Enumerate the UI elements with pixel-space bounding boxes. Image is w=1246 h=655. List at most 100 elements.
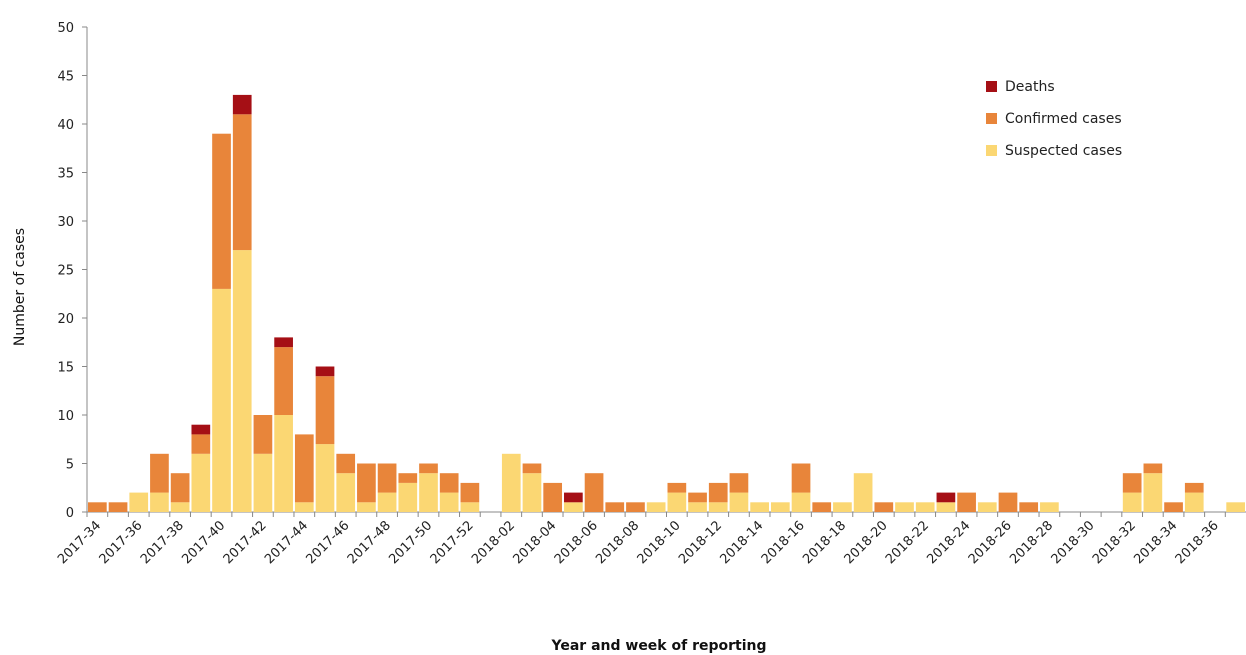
bar-confirmed-cases [150,453,169,493]
bars [88,94,1245,512]
bar-suspected-cases [729,492,749,512]
y-tick-label: 45 [57,70,74,85]
bar-suspected-cases [1143,473,1163,512]
bar-confirmed-cases [957,492,976,512]
x-tick-label: 2017-36 [97,518,146,567]
x-tick-label: 2017-38 [138,518,187,567]
bar-suspected-cases [501,453,521,512]
x-tick-label: 2017-42 [221,518,270,567]
y-tick-label: 30 [57,215,74,230]
x-tick-label: 2018-18 [800,518,849,567]
bar-suspected-cases [936,502,956,512]
bar-confirmed-cases [688,492,707,503]
x-tick-label: 2018-34 [1131,518,1180,567]
bar-confirmed-cases [1143,463,1163,474]
bar-suspected-cases [170,502,190,512]
bar-suspected-cases [750,502,769,512]
bar-suspected-cases [1226,502,1245,512]
x-tick-label: 2018-26 [966,518,1015,567]
legend-swatch [986,113,997,124]
y-tick-label: 5 [66,458,74,473]
x-tick-label: 2018-22 [883,518,932,567]
bar-confirmed-cases [626,502,645,512]
bar-deaths [315,366,335,377]
bar-suspected-cases [419,473,438,512]
bar-suspected-cases [191,453,211,512]
bar-suspected-cases [1122,492,1142,512]
bar-deaths [564,492,583,503]
bar-suspected-cases [336,473,356,512]
y-tick-label: 35 [57,167,74,182]
x-tick-label: 2017-40 [179,518,228,567]
legend-label: Deaths [1005,79,1055,95]
bar-confirmed-cases [998,492,1018,512]
bar-confirmed-cases [439,473,459,493]
legend-label: Confirmed cases [1005,111,1122,127]
bar-suspected-cases [129,492,149,512]
bar-suspected-cases [791,492,811,512]
x-tick-label: 2018-08 [593,518,642,567]
bar-confirmed-cases [170,473,190,503]
bar-suspected-cases [150,492,169,512]
bar-confirmed-cases [874,502,894,512]
bar-suspected-cases [688,502,707,512]
bar-confirmed-cases [336,453,356,474]
bar-suspected-cases [853,473,873,512]
bar-suspected-cases [212,288,231,512]
x-axis: 2017-342017-362017-382017-402017-422017-… [55,511,1246,567]
bar-suspected-cases [1040,502,1059,512]
bar-suspected-cases [667,492,687,512]
bar-confirmed-cases [522,463,542,474]
x-tick-label: 2018-32 [1090,518,1139,567]
bar-suspected-cases [564,502,583,512]
bar-suspected-cases [895,502,914,512]
bar-confirmed-cases [274,347,293,415]
x-tick-label: 2018-28 [1007,518,1056,567]
x-tick-label: 2018-16 [759,518,808,567]
bar-confirmed-cases [812,502,832,512]
bar-suspected-cases [522,473,542,512]
x-tick-label: 2018-04 [510,518,559,567]
bar-confirmed-cases [398,473,418,483]
legend-label: Suspected cases [1005,143,1122,159]
bar-confirmed-cases [294,434,314,503]
bar-suspected-cases [833,502,852,512]
bar-confirmed-cases [729,473,749,493]
bar-confirmed-cases [1184,482,1204,493]
bar-suspected-cases [770,502,790,512]
y-tick-label: 10 [57,409,74,424]
bar-confirmed-cases [419,463,438,474]
bar-confirmed-cases [315,376,335,445]
x-axis-title: Year and week of reporting [551,638,767,654]
bar-suspected-cases [708,502,728,512]
bar-suspected-cases [274,415,293,512]
y-axis-title: Number of cases [12,228,28,346]
bar-confirmed-cases [232,114,252,251]
bar-suspected-cases [377,492,397,512]
x-tick-label: 2017-46 [304,518,353,567]
x-tick-label: 2018-12 [676,518,725,567]
y-tick-label: 20 [57,312,74,327]
bar-suspected-cases [357,502,376,512]
bar-suspected-cases [915,502,935,512]
x-tick-label: 2017-52 [428,518,477,567]
bar-deaths [936,492,956,503]
bar-confirmed-cases [108,502,128,512]
x-tick-label: 2018-02 [469,518,518,567]
x-tick-label: 2017-44 [262,518,311,567]
x-tick-label: 2018-36 [1173,518,1222,567]
legend-swatch [986,145,997,156]
bar-confirmed-cases [791,463,811,493]
bar-confirmed-cases [605,502,625,512]
bar-suspected-cases [315,444,335,512]
x-tick-label: 2017-50 [386,518,435,567]
x-tick-label: 2018-20 [842,518,891,567]
x-tick-label: 2018-14 [717,518,766,567]
bar-confirmed-cases [584,473,604,512]
bar-suspected-cases [232,250,252,512]
x-tick-label: 2017-34 [55,518,104,567]
bar-deaths [274,337,293,348]
bar-confirmed-cases [212,133,231,289]
y-tick-label: 25 [57,264,74,279]
